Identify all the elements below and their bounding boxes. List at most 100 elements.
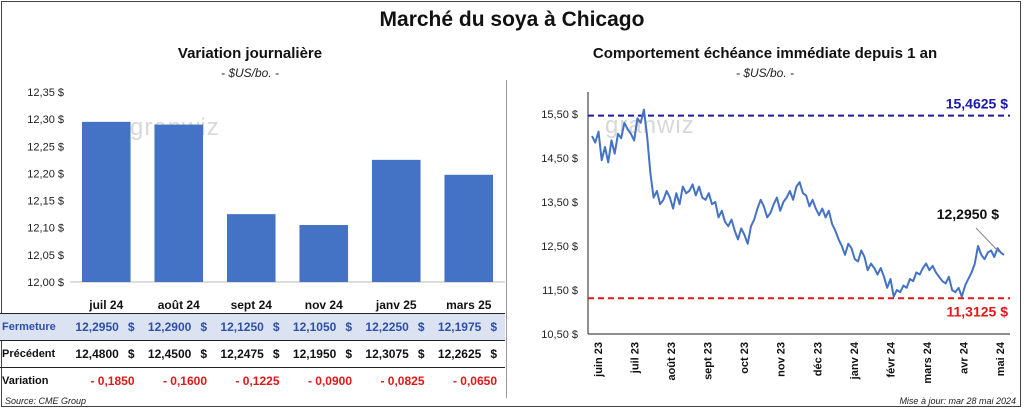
row-label: Variation [0,367,70,394]
x-category-label: août 24 [158,298,200,312]
y-tick-label: 12,20 $ [27,168,64,180]
table-cell: 12,1250 $ [215,313,288,341]
cell-unit: $ [200,320,207,334]
price-line [591,108,1005,298]
table-cell: 12,2900 $ [142,313,215,341]
cell-unit: $ [272,320,280,334]
cell-value: 12,1950 [292,347,337,361]
divider [506,80,507,398]
table-row: Variation - 0,1850 - 0,1600 - 0,1225 - 0,090… [0,367,505,394]
x-category-label: janv 25 [375,298,417,312]
table-cell: - 0,1225 [215,367,288,394]
cell-value: - 0,0825 [380,374,425,388]
x-tick-label: janv 24 [849,341,861,380]
bar [444,174,494,282]
y-tick-label: 13,50 $ [541,197,578,209]
y-tick-label: 12,00 $ [27,277,64,289]
cell-value: - 0,0650 [452,374,497,388]
y-tick-label: 12,30 $ [27,114,64,126]
cell-unit: $ [345,347,352,361]
last-value-leader [975,227,1000,253]
cell-unit: $ [490,320,497,334]
x-category-label: juil 24 [88,298,123,312]
x-tick-label: mai 24 [995,341,1007,376]
y-tick-label: 12,05 $ [27,250,64,262]
table-cell: 12,4500 $ [143,341,216,368]
right-chart-unit: - $US/bo. - [735,66,795,80]
cell-value: 12,2625 [437,347,482,361]
x-tick-label: nov 23 [776,342,788,377]
bar [154,124,204,282]
table-cell: - 0,1600 [142,367,215,394]
cell-unit: $ [417,347,425,361]
table-cell: 12,4800 $ [70,341,143,368]
right-chart-title: Comportement échéance immédiate depuis 1… [592,45,938,62]
bar [299,225,349,282]
update-note: Mise à jour: mar 28 mai 2024 [899,396,1016,406]
cell-value: - 0,1225 [235,374,280,388]
cell-unit: $ [345,320,352,334]
table-row: Précédent 12,4800 $12,4500 $12,2475 $12,1950… [0,341,505,368]
table-cell: 12,1050 $ [287,313,360,341]
line-chart: 10,50 $ 11,50 $ 12,50 $ 13,50 $ 14,50 $ 15,50… [541,92,1010,384]
main-title: Marché du soya à Chicago [379,8,645,31]
y-tick-label: 12,50 $ [541,241,578,253]
table-cell: 12,1975 $ [432,313,505,341]
cell-unit: $ [127,320,135,334]
y-tick-label: 14,50 $ [541,153,578,165]
x-tick-label: avr 24 [958,341,970,374]
table-row: Fermeture 12,2950 $12,2900 $12,1250 $12,1050… [0,313,505,341]
table-cell: 12,2950 $ [70,313,143,341]
left-chart-title: Variation journalière [177,45,323,62]
table-cell: 12,1950 $ [288,341,361,368]
y-tick-label: 10,50 $ [541,329,578,341]
y-tick-label: 12,10 $ [27,223,64,235]
bar [371,159,421,282]
low-label: 11,3125 $ [946,303,1008,319]
table-cell: 12,2250 $ [360,313,433,341]
table-cell: - 0,0650 [432,367,505,394]
y-tick-label: 12,15 $ [27,196,64,208]
cell-unit: $ [127,347,135,361]
x-category-label: sept 24 [231,298,273,312]
cell-value: 12,3075 [365,347,409,361]
bar [81,121,131,282]
source-note: Source: CME Group [5,396,87,406]
y-tick-label: 15,50 $ [541,109,578,121]
cell-value: 12,1050 [292,320,337,334]
cell-value: 12,4500 [147,347,192,361]
x-tick-label: sept 23 [703,342,715,380]
cell-unit: $ [490,347,497,361]
cell-value: 12,4800 [75,347,119,361]
row-label: Précédent [2,348,56,360]
table-cell: 12,2475 $ [215,341,288,368]
table-cell: 12,2625 $ [433,341,506,368]
x-tick-label: juil 23 [630,342,642,374]
cell-value: 12,2950 [75,320,119,334]
cell-value: 12,1975 [437,320,482,334]
table-cell: - 0,1850 [70,367,143,394]
x-tick-label: févr 24 [885,341,897,377]
x-category-label: nov 24 [305,298,343,312]
y-tick-label: 12,35 $ [27,87,64,99]
row-label: Fermeture [0,313,70,341]
x-tick-label: oct 23 [739,342,751,374]
price-table: Fermeture 12,2950 $12,2900 $12,1250 $12,1050… [0,313,505,394]
cell-value: - 0,1850 [90,374,135,388]
y-tick-label: 11,50 $ [542,285,578,297]
x-tick-label: août 23 [666,342,678,381]
cell-value: 12,1250 [220,320,264,334]
y-tick-label: 12,25 $ [27,141,64,153]
cell-value: 12,2900 [147,320,192,334]
x-tick-label: juin 23 [593,342,605,378]
cell-value: 12,2475 [220,347,264,361]
table-cell: - 0,0900 [287,367,360,394]
x-category-label: mars 25 [446,298,492,312]
cell-unit: $ [417,320,425,334]
cell-unit: $ [200,347,207,361]
cell-value: 12,2250 [365,320,409,334]
left-chart-unit: - $US/bo. - [220,66,280,80]
x-tick-label: mars 24 [922,341,934,383]
x-tick-label: déc 23 [812,342,824,376]
